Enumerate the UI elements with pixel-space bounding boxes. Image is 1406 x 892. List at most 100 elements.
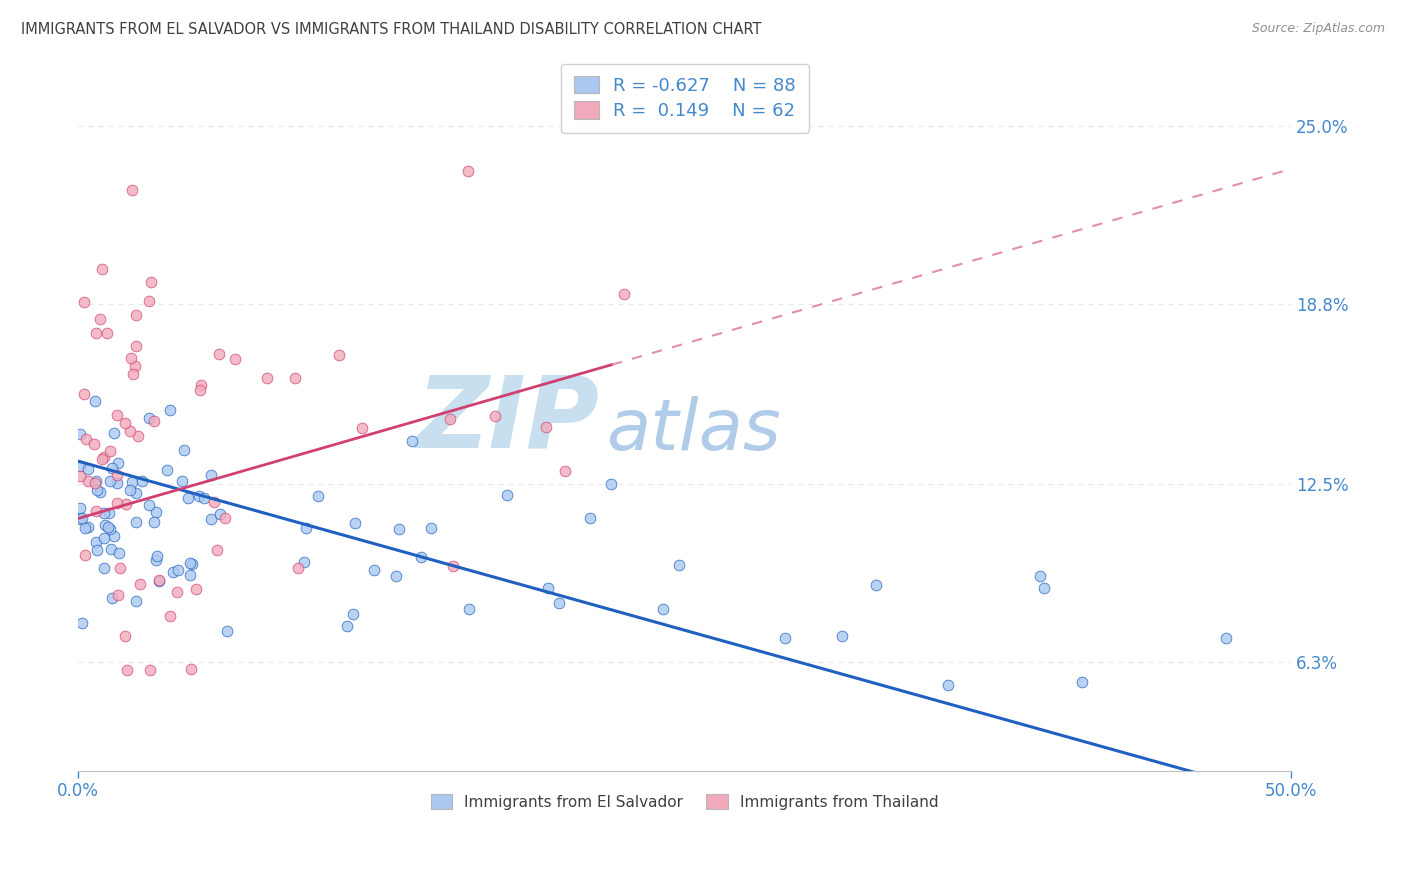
Point (190, 378, 212, 392)
Point (138, 294, 160, 309)
Point (94, 517, 117, 532)
Point (344, 516, 367, 530)
Point (495, 488, 517, 502)
Point (125, 308, 148, 322)
Point (76, 474, 98, 488)
Point (208, 347, 231, 361)
Point (831, 629, 853, 643)
Point (292, 555, 315, 569)
Text: Source: ZipAtlas.com: Source: ZipAtlas.com (1251, 22, 1385, 36)
Point (97, 506, 120, 520)
Point (91, 451, 114, 466)
Point (148, 573, 170, 587)
Point (484, 409, 506, 424)
Point (193, 491, 215, 506)
Point (441, 559, 464, 574)
Point (179, 556, 201, 570)
Point (409, 549, 432, 564)
Point (936, 678, 959, 692)
Point (84, 394, 107, 409)
Point (215, 624, 238, 638)
Point (188, 384, 211, 398)
Point (141, 276, 163, 290)
Text: ZIP: ZIP (416, 371, 600, 468)
Point (101, 460, 124, 475)
Point (124, 359, 146, 373)
Point (77, 461, 100, 475)
Point (100, 541, 122, 556)
Point (72, 510, 94, 524)
Point (200, 467, 222, 482)
Point (295, 521, 318, 535)
Point (1071, 674, 1094, 689)
Point (184, 582, 207, 596)
Point (138, 499, 160, 513)
Point (200, 512, 222, 526)
Point (103, 425, 125, 440)
Point (401, 434, 423, 448)
Point (75, 432, 97, 446)
Point (97, 520, 120, 534)
Point (89, 312, 111, 326)
Point (352, 421, 374, 435)
Point (162, 566, 184, 580)
Point (118, 424, 141, 438)
Point (167, 563, 190, 577)
Point (547, 596, 569, 610)
Point (579, 511, 602, 525)
Point (1029, 569, 1052, 583)
Point (75, 548, 97, 562)
Point (69, 500, 91, 515)
Point (98, 444, 121, 458)
Point (458, 602, 481, 616)
Point (98, 474, 121, 488)
Text: IMMIGRANTS FROM EL SALVADOR VS IMMIGRANTS FROM THAILAND DISABILITY CORRELATION C: IMMIGRANTS FROM EL SALVADOR VS IMMIGRANT… (21, 22, 762, 37)
Point (180, 662, 202, 676)
Point (457, 164, 479, 178)
Point (328, 348, 350, 362)
Legend: Immigrants from El Salvador, Immigrants from Thailand: Immigrants from El Salvador, Immigrants … (425, 788, 945, 815)
Point (73, 294, 96, 309)
Point (420, 521, 443, 535)
Point (554, 464, 576, 478)
Point (98, 522, 121, 536)
Point (1033, 581, 1056, 595)
Point (91, 262, 114, 277)
Point (156, 463, 179, 477)
Point (138, 411, 160, 425)
Point (145, 505, 167, 519)
Point (1215, 631, 1237, 645)
Point (125, 516, 148, 530)
Point (86, 483, 108, 497)
Point (170, 474, 193, 488)
Point (159, 403, 181, 417)
Point (128, 577, 150, 591)
Point (93, 531, 115, 545)
Point (120, 483, 142, 497)
Point (143, 414, 166, 428)
Point (138, 664, 160, 678)
Point (148, 574, 170, 588)
Point (202, 495, 225, 509)
Point (188, 489, 211, 503)
Point (159, 609, 181, 624)
Point (107, 467, 129, 482)
Point (103, 528, 125, 542)
Point (89, 485, 111, 500)
Point (208, 508, 231, 522)
Point (84, 326, 107, 340)
Point (120, 351, 142, 365)
Point (600, 476, 623, 491)
Point (69, 427, 91, 442)
Point (84, 504, 107, 518)
Text: atlas: atlas (606, 396, 780, 465)
Point (125, 593, 148, 607)
Point (114, 629, 136, 643)
Point (166, 585, 188, 599)
Point (287, 561, 309, 575)
Point (773, 632, 796, 646)
Point (336, 619, 359, 633)
Point (105, 408, 128, 422)
Point (84, 476, 107, 491)
Point (363, 563, 385, 577)
